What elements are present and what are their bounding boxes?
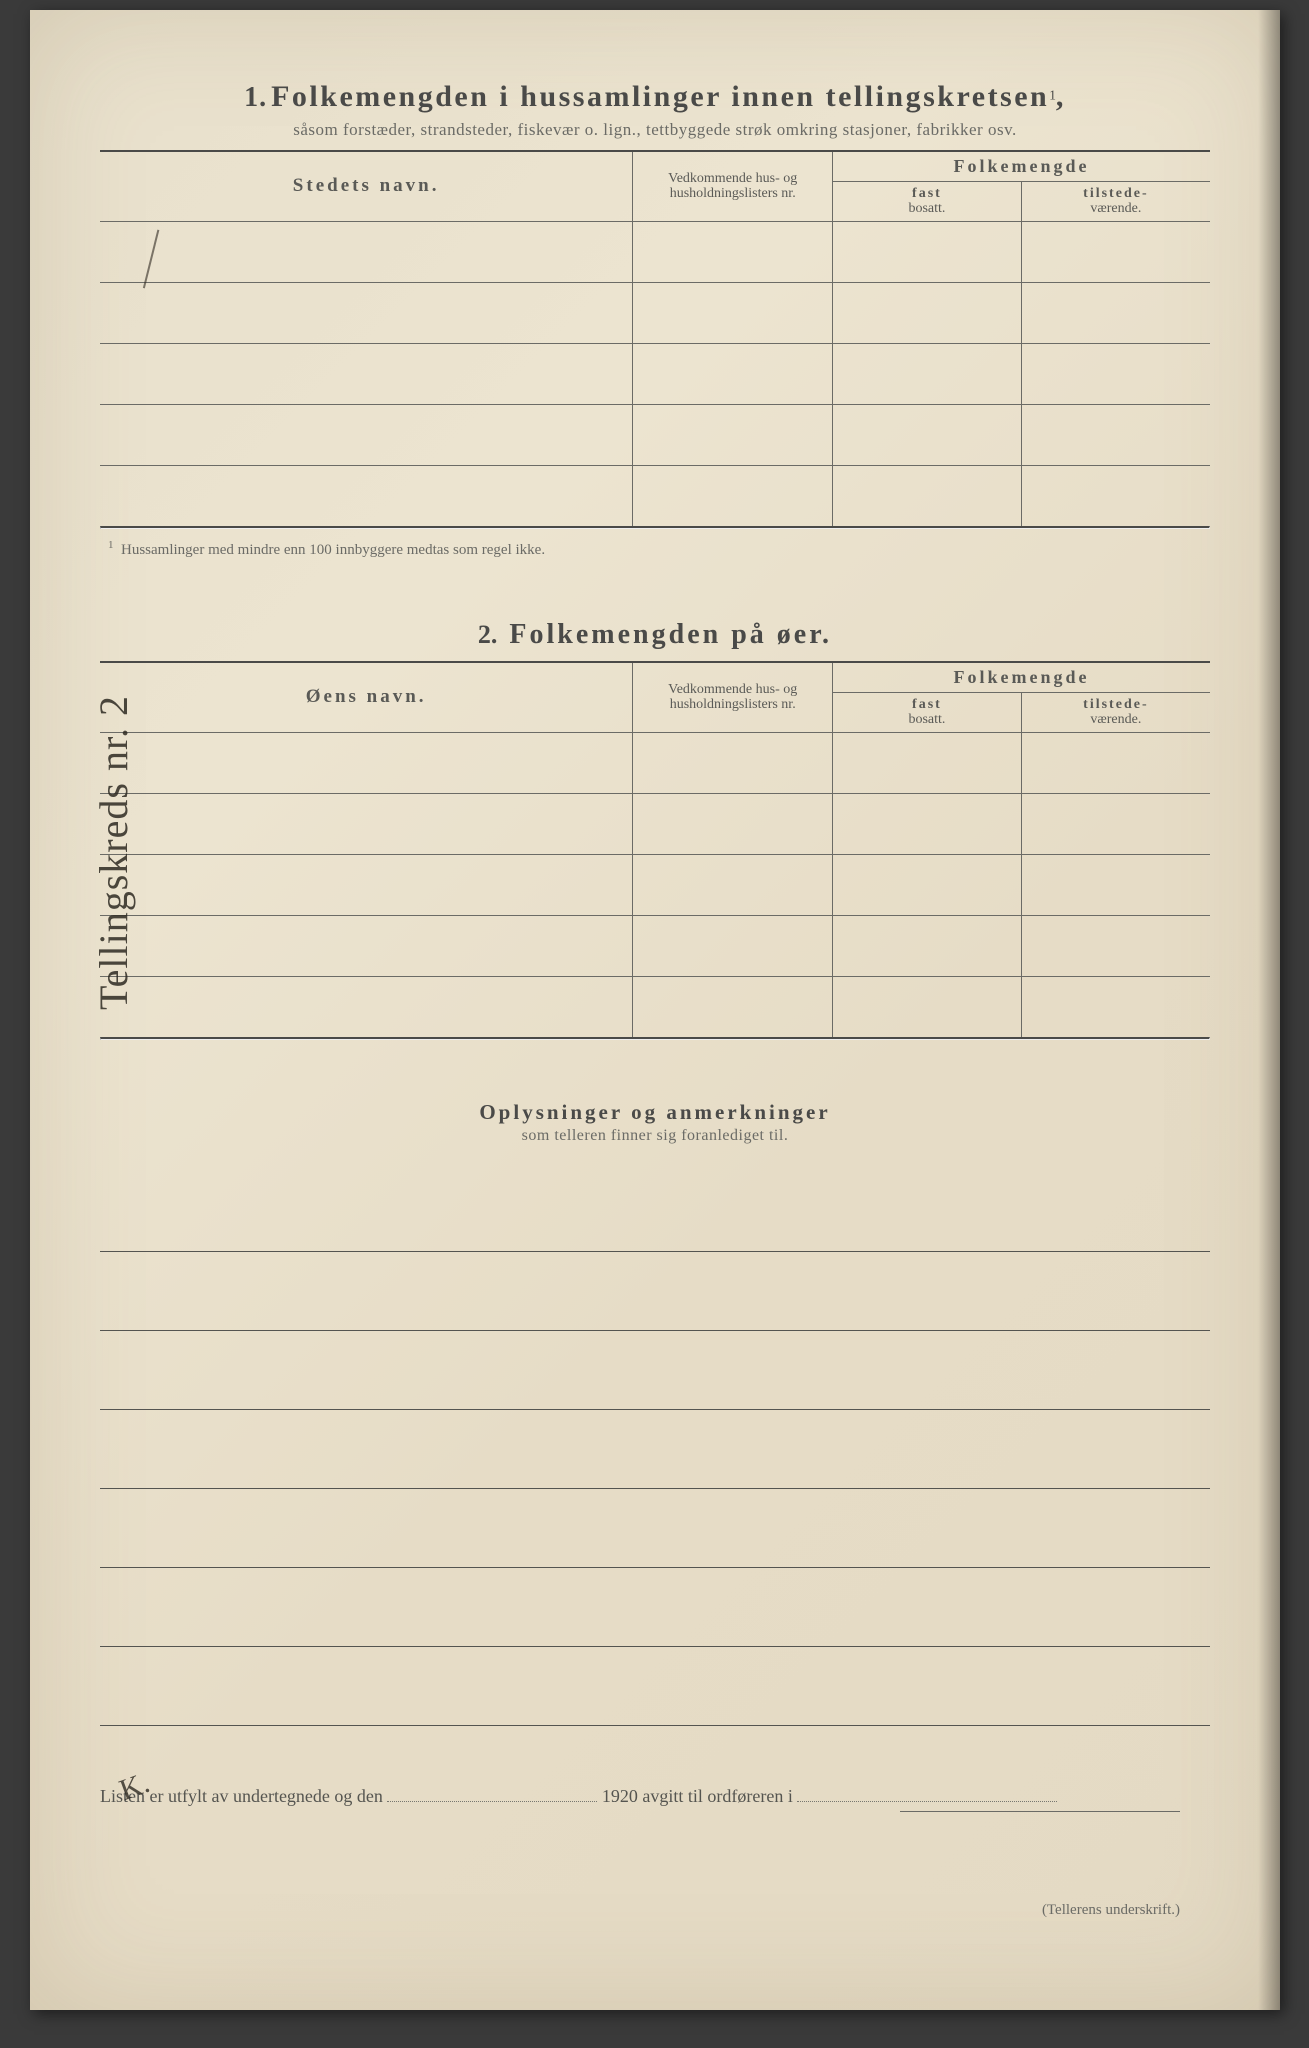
- table-cell: [633, 976, 833, 1037]
- table-cell: [1021, 854, 1210, 915]
- section2-col-til: tilstede- værende.: [1021, 692, 1210, 732]
- table-cell: [100, 404, 633, 465]
- table-cell: [633, 854, 833, 915]
- remarks-line: [100, 1647, 1210, 1726]
- remarks-title: Oplysninger og anmerkninger: [100, 1100, 1210, 1125]
- remarks-line: [100, 1568, 1210, 1647]
- section1-heading: 1. Folkemengden i hussamlinger innen tel…: [100, 80, 1210, 114]
- table-cell: [1021, 732, 1210, 793]
- table-cell: [633, 343, 833, 404]
- remarks-lines: [100, 1173, 1210, 1726]
- handwriting-vertical: Tellingskreds nr. 2: [90, 695, 137, 1010]
- table-cell: [633, 915, 833, 976]
- table-row: [100, 732, 1210, 793]
- remarks-line: [100, 1252, 1210, 1331]
- section1-col-name: Stedets navn.: [100, 151, 633, 221]
- table-cell: [1021, 915, 1210, 976]
- remarks-heading: Oplysninger og anmerkninger som telleren…: [100, 1100, 1210, 1145]
- table-cell: [100, 732, 633, 793]
- remarks-line: [100, 1173, 1210, 1252]
- footer-blank-place: [797, 1787, 1057, 1802]
- table-row: [100, 465, 1210, 526]
- table-cell: [100, 976, 633, 1037]
- footer-blank-date: [387, 1787, 597, 1802]
- table-cell: [833, 221, 1022, 282]
- section1-col-ref: Vedkommende hus- og husholdningslisters …: [633, 151, 833, 221]
- table-cell: [633, 465, 833, 526]
- footer-statement: Listen er utfylt av undertegnede og den …: [100, 1786, 1210, 1807]
- page-edge-shadow: [1258, 10, 1280, 2010]
- table-cell: [833, 343, 1022, 404]
- signature-rule: [900, 1811, 1180, 1812]
- section2-col-name: Øens navn.: [100, 662, 633, 732]
- remarks-line: [100, 1331, 1210, 1410]
- section1-body: [100, 221, 1210, 526]
- section1-footnote: 1 Hussamlinger med mindre enn 100 innbyg…: [108, 539, 1210, 559]
- table-cell: [100, 793, 633, 854]
- table-cell: [1021, 976, 1210, 1037]
- table-cell: [100, 465, 633, 526]
- table-cell: [1021, 465, 1210, 526]
- table-row: [100, 221, 1210, 282]
- table-cell: [833, 282, 1022, 343]
- table-cell: [100, 854, 633, 915]
- table-cell: [1021, 221, 1210, 282]
- table-cell: [633, 282, 833, 343]
- table-cell: [633, 793, 833, 854]
- table-cell: [833, 854, 1022, 915]
- section1-col-til: tilstede- værende.: [1021, 182, 1210, 222]
- table-cell: [833, 976, 1022, 1037]
- remarks-line: [100, 1489, 1210, 1568]
- section2-table: Øens navn. Vedkommende hus- og husholdni…: [100, 661, 1210, 1038]
- table-cell: [1021, 282, 1210, 343]
- table-row: [100, 793, 1210, 854]
- table-cell: [100, 221, 633, 282]
- section2-col-ref: Vedkommende hus- og husholdningslisters …: [633, 662, 833, 732]
- signature-label: (Tellerens underskrift.): [100, 1902, 1210, 1919]
- table-cell: [833, 465, 1022, 526]
- section1-subtitle: såsom forstæder, strandsteder, fiskevær …: [100, 120, 1210, 140]
- remarks-subtitle: som telleren finner sig foranlediget til…: [100, 1127, 1210, 1145]
- scanned-form-page: 1. Folkemengden i hussamlinger innen tel…: [30, 10, 1280, 2010]
- remarks-line: [100, 1410, 1210, 1489]
- table-row: [100, 404, 1210, 465]
- table-cell: [100, 282, 633, 343]
- table-cell: [100, 343, 633, 404]
- section2-body: [100, 732, 1210, 1037]
- section2-col-fast: fast bosatt.: [833, 692, 1022, 732]
- table-row: [100, 282, 1210, 343]
- table-row: [100, 915, 1210, 976]
- section2-title: Folkemengden på øer.: [509, 619, 832, 650]
- table-cell: [1021, 793, 1210, 854]
- table-cell: [833, 732, 1022, 793]
- table-cell: [633, 221, 833, 282]
- section1-title: Folkemengden i hussamlinger innen tellin…: [271, 80, 1049, 113]
- section1-number: 1.: [244, 82, 267, 113]
- table-cell: [100, 915, 633, 976]
- table-cell: [833, 915, 1022, 976]
- section2-heading: 2. Folkemengden på øer.: [100, 619, 1210, 651]
- section2-number: 2.: [478, 620, 498, 649]
- section2-col-group: Folkemengde: [833, 662, 1210, 693]
- table-cell: [1021, 404, 1210, 465]
- footer-text-b: 1920 avgitt til ordføreren i: [602, 1786, 793, 1806]
- section1-col-group: Folkemengde: [833, 151, 1210, 182]
- section1-col-fast: fast bosatt.: [833, 182, 1022, 222]
- table-cell: [633, 404, 833, 465]
- table-row: [100, 343, 1210, 404]
- section1-table: Stedets navn. Vedkommende hus- og hushol…: [100, 150, 1210, 527]
- table-row: [100, 854, 1210, 915]
- table-cell: [833, 404, 1022, 465]
- table-cell: [633, 732, 833, 793]
- table-row: [100, 976, 1210, 1037]
- table-cell: [1021, 343, 1210, 404]
- table-cell: [833, 793, 1022, 854]
- section1-title-sup: 1: [1049, 88, 1056, 103]
